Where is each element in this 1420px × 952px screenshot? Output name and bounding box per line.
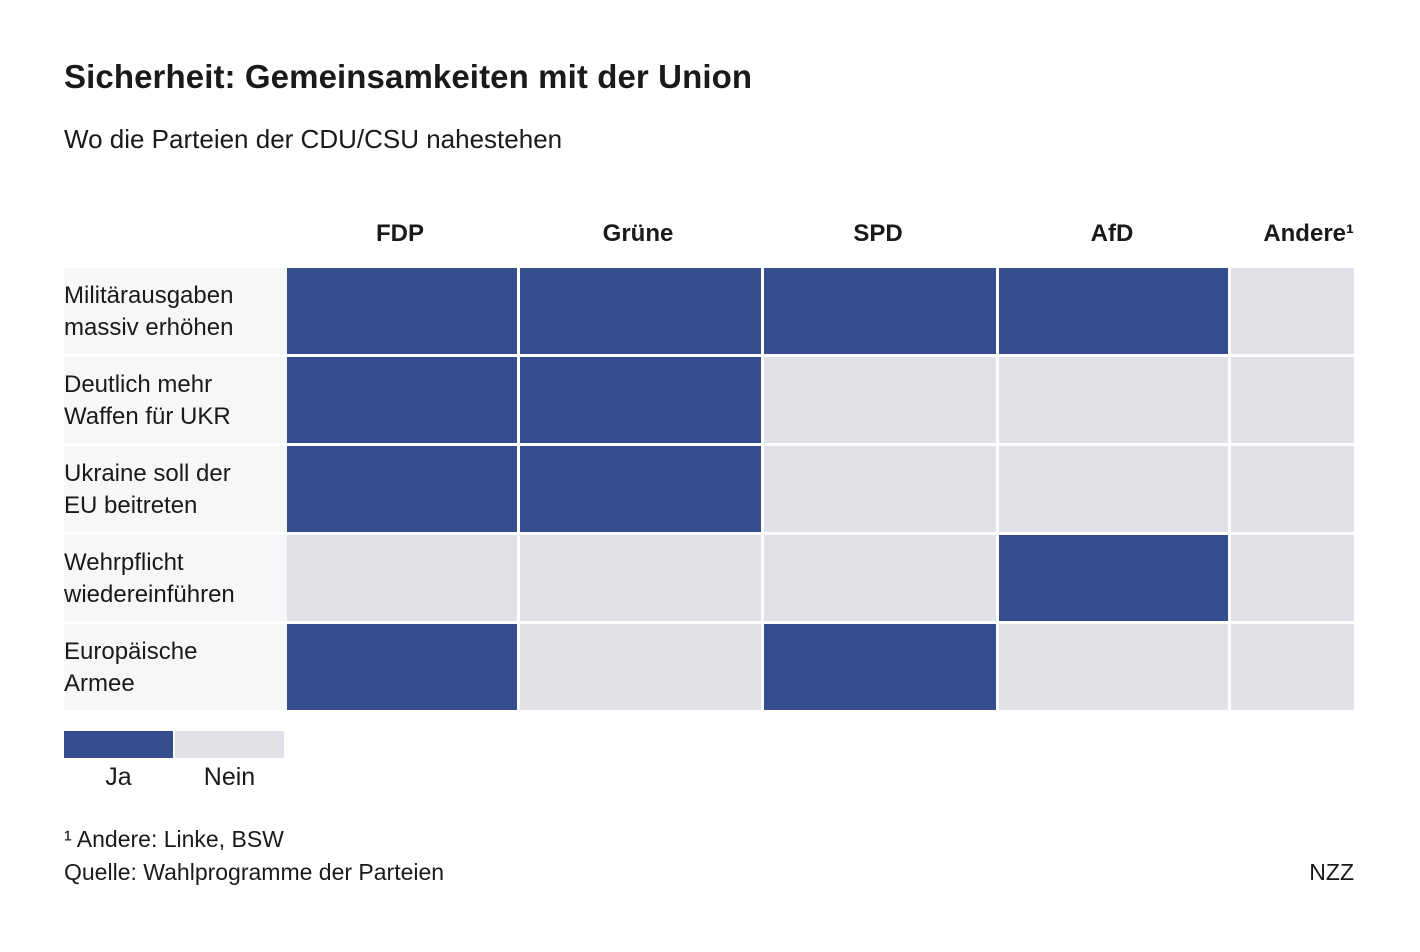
- row-label: Europäische Armee: [64, 624, 287, 710]
- matrix-cell: [999, 446, 1228, 532]
- chart-subtitle: Wo die Parteien der CDU/CSU nahestehen: [64, 124, 563, 154]
- row-label-line: EU beitreten: [64, 492, 198, 519]
- matrix-cell: [1231, 446, 1354, 532]
- legend-swatch-no: [175, 731, 284, 758]
- matrix-cell: [1231, 268, 1354, 354]
- matrix-cell: [520, 535, 761, 621]
- row-label-line: Europäische: [64, 638, 198, 665]
- matrix-cell: [999, 357, 1228, 443]
- matrix-cell: [1231, 624, 1354, 710]
- matrix-row: Ukraine soll der EU beitreten: [64, 446, 1354, 535]
- row-label-line: Ukraine soll der: [64, 460, 231, 487]
- matrix-row: Wehrpflicht wiedereinführen: [64, 535, 1354, 624]
- brand-logo-text: NZZ: [1309, 859, 1354, 885]
- row-label: Militärausgaben massiv erhöhen: [64, 268, 287, 354]
- matrix-cell: [287, 357, 517, 443]
- row-label-line: Armee: [64, 670, 135, 697]
- column-header: Grüne: [602, 220, 674, 247]
- row-label-line: Militärausgaben: [64, 282, 234, 309]
- column-header: Andere¹: [1263, 220, 1354, 247]
- legend-swatch-yes: [64, 731, 173, 758]
- matrix-row: Militärausgaben massiv erhöhen: [64, 268, 1354, 357]
- matrix-cell: [999, 624, 1228, 710]
- column-header: AfD: [1090, 220, 1134, 247]
- row-label: Wehrpflicht wiedereinführen: [64, 535, 287, 621]
- source-note: Quelle: Wahlprogramme der Parteien: [64, 859, 445, 885]
- matrix-cell: [520, 357, 761, 443]
- matrix-cell: [764, 357, 996, 443]
- matrix-cell: [520, 268, 761, 354]
- matrix-cell: [520, 446, 761, 532]
- row-label: Deutlich mehr Waffen für UKR: [64, 357, 287, 443]
- matrix-cell: [287, 268, 517, 354]
- matrix-cell: [287, 535, 517, 621]
- matrix-cell: [287, 446, 517, 532]
- matrix-grid: Militärausgaben massiv erhöhen Deutlich me…: [64, 268, 1354, 713]
- matrix-cell: [999, 268, 1228, 354]
- legend-label-no: Nein: [203, 763, 256, 791]
- row-label-line: massiv erhöhen: [64, 314, 234, 341]
- row-label: Ukraine soll der EU beitreten: [64, 446, 287, 532]
- matrix-cell: [1231, 535, 1354, 621]
- matrix-cell: [764, 268, 996, 354]
- matrix-row: Deutlich mehr Waffen für UKR: [64, 357, 1354, 446]
- matrix-cell: [520, 624, 761, 710]
- chart-title: Sicherheit: Gemeinsamkeiten mit der Unio…: [64, 58, 753, 95]
- column-header: FDP: [376, 220, 424, 247]
- matrix-cell: [764, 624, 996, 710]
- matrix-cell: [1231, 357, 1354, 443]
- footnote: ¹ Andere: Linke, BSW: [64, 826, 284, 852]
- legend-label-yes: Ja: [105, 763, 132, 791]
- row-label-line: wiedereinführen: [64, 581, 235, 608]
- row-label-line: Wehrpflicht: [64, 549, 184, 576]
- column-header: SPD: [853, 220, 903, 247]
- matrix-cell: [764, 446, 996, 532]
- row-label-line: Deutlich mehr: [64, 371, 213, 398]
- row-label-line: Waffen für UKR: [64, 403, 231, 430]
- matrix-cell: [764, 535, 996, 621]
- matrix-row: Europäische Armee: [64, 624, 1354, 713]
- matrix-cell: [999, 535, 1228, 621]
- matrix-cell: [287, 624, 517, 710]
